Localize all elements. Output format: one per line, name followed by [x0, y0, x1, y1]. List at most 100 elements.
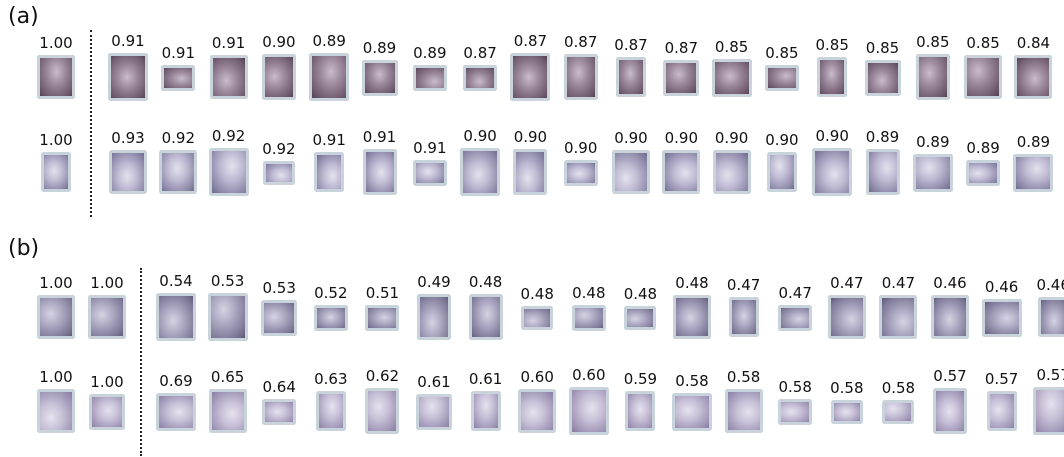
particle-image — [315, 391, 346, 432]
result-item: 0.61 — [464, 370, 508, 432]
particle-image — [159, 150, 198, 195]
particle-image — [108, 53, 148, 101]
similarity-score: 0.92 — [211, 127, 246, 145]
result-item: 0.90 — [508, 129, 552, 196]
result-item: 0.48 — [670, 275, 714, 340]
similarity-score: 0.48 — [520, 285, 554, 304]
similarity-score: 0.90 — [262, 33, 296, 52]
similarity-score: 0.90 — [463, 127, 497, 145]
similarity-score: 0.53 — [210, 272, 245, 290]
similarity-score: 0.90 — [563, 139, 598, 158]
particle-image — [314, 152, 345, 193]
particle-image — [571, 305, 606, 332]
query-item: 1.00 — [34, 275, 78, 340]
result-item: 0.85 — [861, 39, 905, 96]
result-item: 0.89 — [307, 33, 351, 101]
result-item: 0.90 — [458, 128, 502, 196]
result-item: 0.85 — [911, 34, 955, 101]
particle-image — [812, 148, 853, 196]
particle-image — [262, 399, 297, 426]
result-item: 0.53 — [257, 279, 301, 336]
particle-image — [625, 391, 656, 432]
result-item: 0.46 — [928, 275, 972, 340]
similarity-score: 0.47 — [726, 276, 761, 295]
similarity-score: 0.65 — [210, 368, 245, 387]
particle-image — [563, 160, 598, 187]
particle-image — [882, 400, 915, 425]
particle-image — [510, 53, 551, 101]
similarity-score: 0.93 — [111, 129, 145, 148]
particle-image — [879, 295, 918, 340]
panel-label-a: (a) — [8, 4, 39, 29]
result-item: 0.89 — [358, 39, 402, 96]
particle-image — [672, 392, 712, 431]
particle-image — [208, 389, 247, 434]
particle-image — [161, 65, 196, 92]
particle-image — [463, 65, 498, 92]
similarity-score: 0.85 — [815, 36, 849, 55]
result-item: 0.46 — [1031, 277, 1064, 338]
similarity-score: 0.89 — [916, 132, 950, 151]
similarity-score: 0.92 — [262, 140, 296, 159]
query-item: 1.00 — [85, 274, 129, 340]
result-item: 0.46 — [980, 277, 1024, 337]
particle-image — [209, 55, 248, 100]
particle-image — [37, 55, 75, 100]
result-item: 0.89 — [961, 140, 1005, 187]
similarity-score: 0.89 — [312, 32, 346, 50]
similarity-score: 0.87 — [563, 33, 598, 52]
similarity-score: 0.90 — [815, 127, 849, 145]
similarity-score: 0.57 — [984, 370, 1019, 389]
similarity-score: 0.62 — [365, 367, 400, 386]
result-item: 0.89 — [861, 129, 905, 196]
similarity-score: 0.90 — [614, 129, 648, 148]
result-item: 0.90 — [710, 130, 754, 195]
particle-image — [728, 297, 759, 338]
similarity-score: 0.58 — [726, 368, 761, 387]
result-item: 0.48 — [464, 274, 508, 341]
particle-image — [109, 150, 147, 195]
similarity-score: 0.61 — [468, 370, 503, 389]
result-item: 0.90 — [609, 129, 653, 195]
similarity-score: 1.00 — [39, 368, 73, 387]
similarity-score: 0.58 — [675, 371, 709, 390]
result-item: 0.90 — [659, 130, 703, 195]
particle-image — [468, 294, 503, 341]
similarity-score: 0.46 — [984, 277, 1019, 296]
particle-image — [518, 389, 557, 434]
particle-image — [616, 57, 646, 98]
query-item: 1.00 — [34, 368, 78, 434]
result-item: 0.54 — [154, 273, 198, 341]
particle-image — [88, 295, 126, 340]
result-item: 0.49 — [412, 274, 456, 341]
similarity-score: 0.69 — [159, 371, 193, 390]
similarity-score: 0.90 — [765, 131, 799, 150]
query-divider-b — [140, 268, 142, 456]
result-item: 0.47 — [876, 274, 920, 340]
similarity-score: 0.58 — [830, 379, 864, 398]
result-item: 0.59 — [618, 371, 662, 432]
particle-image — [817, 57, 848, 98]
particle-image — [966, 160, 1001, 187]
similarity-score: 1.00 — [39, 131, 73, 150]
result-item: 0.85 — [710, 38, 754, 97]
result-item: 0.87 — [659, 39, 703, 96]
similarity-score: 1.00 — [90, 274, 124, 293]
result-item: 0.47 — [722, 276, 766, 338]
similarity-score: 0.64 — [262, 378, 296, 397]
result-item: 0.85 — [810, 36, 854, 98]
particle-image — [156, 392, 196, 431]
particle-image — [261, 299, 298, 336]
result-item: 0.87 — [458, 45, 502, 92]
similarity-score: 0.47 — [881, 274, 916, 293]
similarity-score: 0.54 — [159, 272, 193, 290]
result-item: 0.92 — [257, 140, 301, 186]
particle-image — [37, 295, 75, 340]
similarity-score: 0.48 — [623, 285, 658, 304]
similarity-score: 0.47 — [778, 284, 812, 303]
similarity-score: 1.00 — [39, 34, 73, 53]
particle-image — [156, 293, 196, 341]
similarity-score: 0.61 — [417, 372, 451, 391]
result-item: 0.90 — [559, 139, 603, 187]
similarity-score: 0.91 — [362, 128, 397, 147]
